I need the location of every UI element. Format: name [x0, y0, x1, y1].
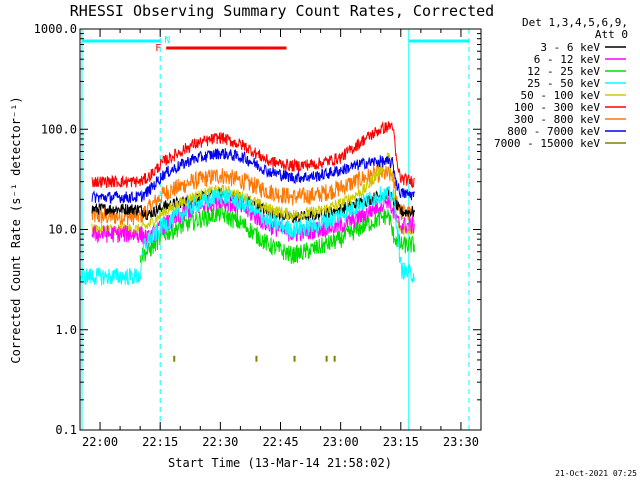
x-tick-label: 22:15 — [142, 435, 178, 449]
x-tick-label: 23:15 — [383, 435, 419, 449]
legend-label: 25 - 50 keV — [527, 77, 600, 90]
legend-label: 3 - 6 keV — [540, 41, 600, 54]
y-tick-label: 100.0 — [41, 122, 77, 136]
series-line-12-25keV — [139, 203, 415, 264]
y-tick-label: 1000.0 — [34, 22, 77, 36]
x-tick-label: 23:00 — [323, 435, 359, 449]
flare-marker-label: F — [155, 43, 161, 54]
y-tick-label: 1.0 — [55, 323, 77, 337]
legend-label: 6 - 12 keV — [534, 53, 601, 66]
y-tick-label: 0.1 — [55, 423, 77, 437]
night-marker-label: N — [164, 35, 170, 46]
series-line-6-12keV — [91, 193, 415, 248]
y-tick-label: 10.0 — [48, 223, 77, 237]
legend-label: 12 - 25 keV — [527, 65, 600, 78]
legend-header-line1: Det 1,3,4,5,6,9, — [522, 16, 628, 29]
series-line-50-100keV — [91, 152, 415, 236]
legend-label: 100 - 300 keV — [514, 101, 600, 114]
legend-label: 800 - 7000 keV — [507, 125, 600, 138]
series-line-100-300keV — [91, 121, 415, 189]
y-axis-label: Corrected Count Rate (s⁻¹ detector⁻¹) — [9, 96, 23, 363]
series-line-25-50keV — [79, 186, 415, 286]
footer-stamp: 21-Oct-2021 07:25 — [555, 469, 637, 478]
series-line-800-7000keV — [91, 148, 415, 205]
legend-label: 50 - 100 keV — [521, 89, 601, 102]
axes: 22:00 22:15 22:30 22:45 23:00 23:15 23:30 1000.… — [34, 22, 482, 449]
x-tick-label: 22:30 — [202, 435, 238, 449]
x-tick-label: 23:30 — [443, 435, 479, 449]
x-tick-label: 22:45 — [262, 435, 298, 449]
legend-header-line2: Att 0 — [595, 28, 628, 41]
chart-title: RHESSI Observing Summary Count Rates, Co… — [70, 2, 494, 20]
x-tick-label: 22:00 — [82, 435, 118, 449]
x-axis-label: Start Time (13-Mar-14 21:58:02) — [168, 456, 392, 470]
plot-area: NF — [79, 29, 470, 430]
legend-label: 7000 - 15000 keV — [494, 137, 600, 150]
legend-label: 300 - 800 keV — [514, 113, 600, 126]
